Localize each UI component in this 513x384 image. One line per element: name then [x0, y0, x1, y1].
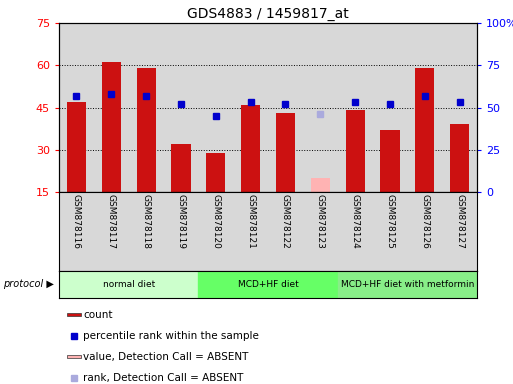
Bar — [164, 192, 199, 271]
Text: GSM878117: GSM878117 — [107, 194, 116, 248]
Bar — [199, 271, 338, 298]
Bar — [94, 23, 129, 192]
Text: GSM878123: GSM878123 — [316, 194, 325, 248]
Bar — [338, 23, 372, 192]
Bar — [129, 192, 164, 271]
Bar — [136, 68, 155, 192]
Bar — [199, 23, 233, 192]
Bar — [372, 23, 407, 192]
Bar — [311, 178, 330, 192]
Bar — [164, 23, 199, 192]
Bar — [450, 124, 469, 192]
Bar — [346, 110, 365, 192]
Bar — [372, 192, 407, 271]
Bar — [59, 23, 94, 192]
Text: GSM878125: GSM878125 — [385, 194, 394, 248]
Text: GSM878126: GSM878126 — [420, 194, 429, 248]
Bar — [407, 192, 442, 271]
Text: protocol ▶: protocol ▶ — [3, 279, 53, 289]
Text: percentile rank within the sample: percentile rank within the sample — [84, 331, 260, 341]
Text: GSM878122: GSM878122 — [281, 194, 290, 248]
Bar — [233, 23, 268, 192]
Text: GSM878121: GSM878121 — [246, 194, 255, 248]
Text: MCD+HF diet with metformin: MCD+HF diet with metformin — [341, 280, 474, 289]
Text: rank, Detection Call = ABSENT: rank, Detection Call = ABSENT — [84, 373, 244, 383]
Bar — [59, 271, 199, 298]
Title: GDS4883 / 1459817_at: GDS4883 / 1459817_at — [187, 7, 349, 21]
Text: count: count — [84, 310, 113, 320]
Bar — [206, 152, 225, 192]
Bar — [171, 144, 190, 192]
Bar — [381, 130, 400, 192]
Bar — [268, 23, 303, 192]
Bar — [241, 105, 260, 192]
Bar — [303, 192, 338, 271]
Bar — [338, 271, 477, 298]
Text: GSM878124: GSM878124 — [351, 194, 360, 248]
Bar — [102, 63, 121, 192]
Text: GSM878116: GSM878116 — [72, 194, 81, 248]
Bar — [407, 23, 442, 192]
Bar — [94, 192, 129, 271]
Bar — [199, 192, 233, 271]
Text: MCD+HF diet: MCD+HF diet — [238, 280, 299, 289]
Bar — [67, 356, 81, 358]
Text: GSM878127: GSM878127 — [455, 194, 464, 248]
Bar — [233, 192, 268, 271]
Bar — [442, 192, 477, 271]
Bar — [338, 192, 372, 271]
Text: value, Detection Call = ABSENT: value, Detection Call = ABSENT — [84, 352, 249, 362]
Bar — [303, 23, 338, 192]
Bar — [129, 23, 164, 192]
Text: GSM878120: GSM878120 — [211, 194, 220, 248]
Bar — [276, 113, 295, 192]
Text: normal diet: normal diet — [103, 280, 155, 289]
Text: GSM878118: GSM878118 — [142, 194, 151, 248]
Text: GSM878119: GSM878119 — [176, 194, 185, 248]
Bar — [67, 102, 86, 192]
Bar — [59, 192, 94, 271]
Bar — [67, 313, 81, 316]
Bar — [442, 23, 477, 192]
Bar — [268, 192, 303, 271]
Bar — [415, 68, 435, 192]
